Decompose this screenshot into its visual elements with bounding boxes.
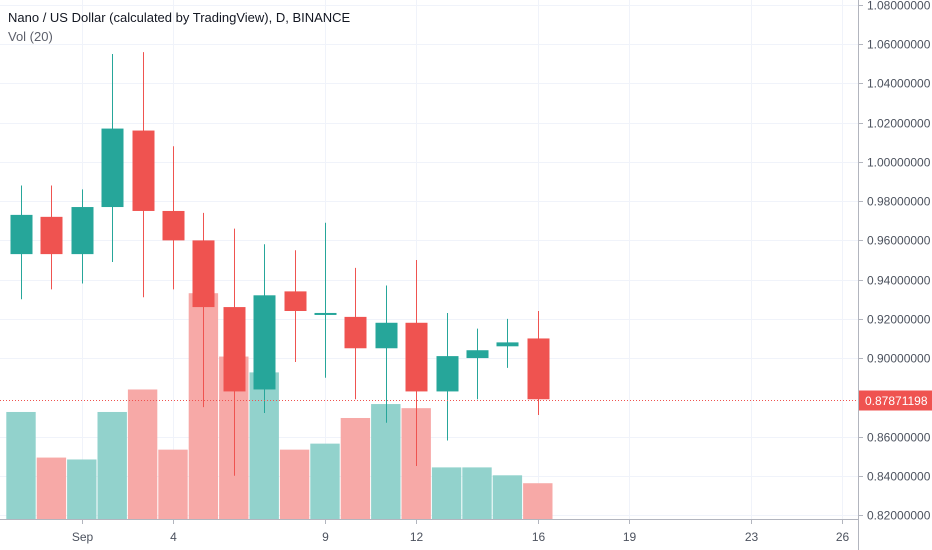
- candle-body: [375, 322, 398, 349]
- candle-body: [223, 307, 246, 392]
- volume-bar: [67, 459, 97, 519]
- y-tick-label: 0.98000000: [867, 195, 931, 209]
- y-tick-label: 1.02000000: [867, 117, 931, 131]
- volume-bar: [523, 483, 553, 519]
- volume-bar: [492, 475, 523, 519]
- x-tick-label: 23: [745, 530, 759, 544]
- y-tick-label: 0.96000000: [867, 234, 931, 248]
- candle: [40, 185, 63, 290]
- candle-body: [314, 312, 337, 315]
- candle: [192, 212, 215, 408]
- candle-body: [71, 207, 94, 255]
- y-tick-label: 0.90000000: [867, 352, 931, 366]
- x-tick-label: 19: [623, 530, 637, 544]
- y-tick-label: 1.08000000: [867, 0, 931, 13]
- candle: [132, 52, 155, 298]
- candle: [253, 244, 276, 413]
- candle-body: [405, 322, 428, 392]
- y-tick-label: 0.82000000: [867, 509, 931, 523]
- candle-body: [101, 128, 124, 208]
- candle-body: [253, 295, 276, 390]
- candle: [436, 312, 459, 441]
- candle: [101, 54, 124, 262]
- candle-body: [10, 214, 33, 255]
- volume-bar: [340, 417, 371, 519]
- candles: [10, 52, 550, 476]
- candle: [71, 189, 94, 284]
- candle: [527, 311, 550, 415]
- volume-bar: [6, 411, 36, 519]
- last-price-label: 0.87871198: [865, 394, 928, 408]
- candle: [284, 250, 307, 362]
- volume-bar: [462, 467, 492, 519]
- volume-bar: [36, 457, 67, 519]
- candle: [314, 222, 337, 378]
- volume-bar: [310, 443, 340, 519]
- volume-bar: [371, 404, 401, 519]
- candle: [466, 328, 489, 400]
- volume-bar: [431, 467, 462, 519]
- candle-body: [436, 356, 459, 392]
- candle-body: [132, 130, 155, 211]
- candle: [10, 185, 33, 300]
- y-tick-label: 0.86000000: [867, 431, 931, 445]
- candle: [496, 318, 519, 368]
- candle: [405, 260, 428, 466]
- candle: [375, 285, 398, 423]
- volume-bar: [279, 449, 310, 519]
- x-tick-label: Sep: [72, 530, 94, 544]
- candle: [344, 267, 367, 400]
- volume-bar: [127, 389, 158, 519]
- x-tick-label: 4: [170, 530, 177, 544]
- candle-body: [496, 342, 519, 347]
- x-tick-label: 26: [836, 530, 850, 544]
- x-tick-label: 9: [322, 530, 329, 544]
- candle-body: [284, 291, 307, 311]
- candle-body: [40, 216, 63, 255]
- y-tick-label: 1.04000000: [867, 77, 931, 91]
- candle-body: [527, 338, 550, 400]
- x-tick-label: 12: [410, 530, 424, 544]
- y-tick-label: 1.00000000: [867, 156, 931, 170]
- candle: [223, 228, 246, 476]
- y-tick-label: 1.06000000: [867, 38, 931, 52]
- candle-body: [344, 316, 367, 349]
- candle-body: [192, 240, 215, 308]
- x-tick-label: 16: [532, 530, 546, 544]
- y-tick-label: 0.94000000: [867, 274, 931, 288]
- candle-body: [162, 210, 185, 241]
- volume-bar: [97, 411, 127, 519]
- last-price-tag: [858, 390, 932, 411]
- candle: [162, 146, 185, 290]
- y-tick-label: 0.92000000: [867, 313, 931, 327]
- candle-body: [466, 350, 489, 359]
- volume-bars: [6, 293, 553, 519]
- volume-bar: [158, 449, 188, 519]
- y-tick-label: 0.84000000: [867, 470, 931, 484]
